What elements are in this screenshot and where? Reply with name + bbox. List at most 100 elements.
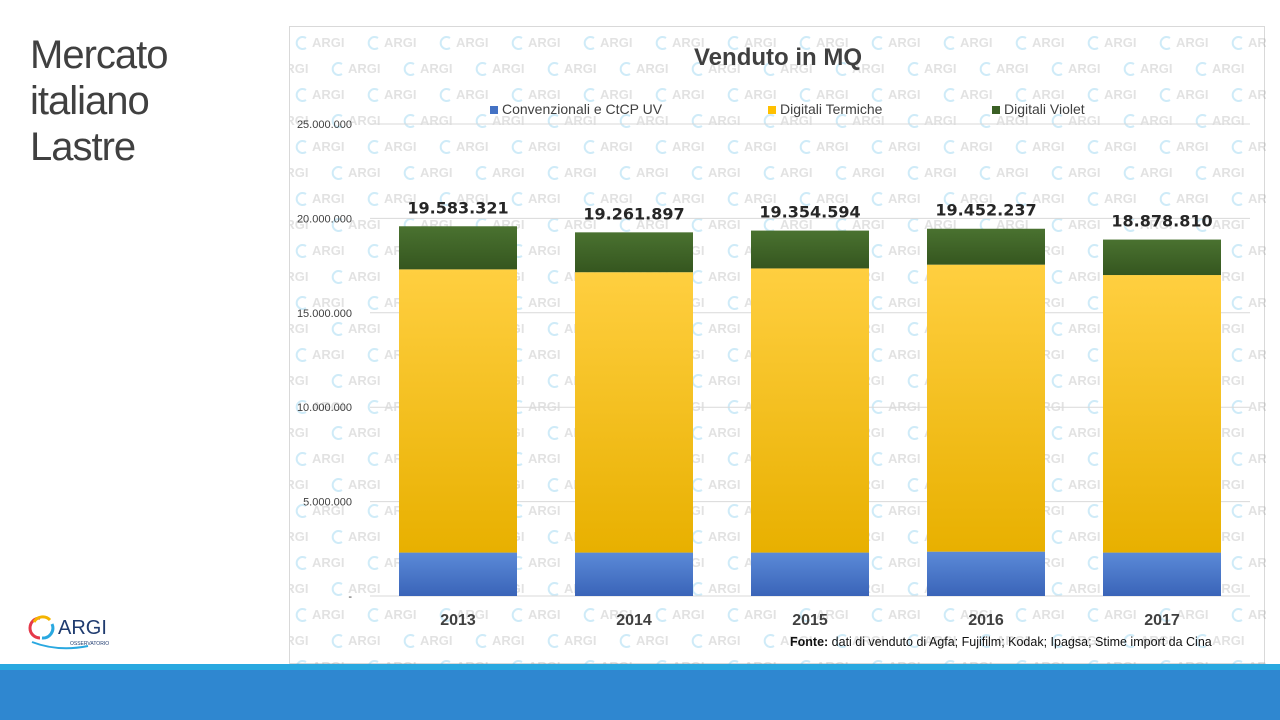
svg-text:ARGI: ARGI — [1248, 295, 1266, 310]
argi-logo: ARGI OSSERVATORIO — [28, 615, 109, 650]
svg-text:ARGI: ARGI — [456, 607, 489, 622]
watermark-mark: ARGI — [1051, 529, 1101, 544]
watermark-mark: ARGI — [1123, 61, 1173, 76]
svg-text:ARGI: ARGI — [888, 295, 921, 310]
svg-text:ARGI: ARGI — [1212, 633, 1245, 648]
svg-text:ARGI: ARGI — [996, 61, 1029, 76]
watermark-mark: ARGI — [943, 191, 993, 206]
svg-text:ARGI: ARGI — [600, 139, 633, 154]
svg-text:ARGI: ARGI — [348, 633, 381, 648]
watermark-mark: ARGI — [439, 191, 489, 206]
watermark-mark: ARGI — [295, 607, 345, 622]
watermark-mark: ARGI — [1087, 87, 1137, 102]
svg-text:ARGI: ARGI — [1248, 139, 1266, 154]
svg-text:ARGI: ARGI — [564, 61, 597, 76]
svg-text:ARGI: ARGI — [888, 87, 921, 102]
svg-text:ARGI: ARGI — [528, 35, 561, 50]
watermark-mark: ARGI — [835, 61, 885, 76]
svg-text:ARGI: ARGI — [348, 269, 381, 284]
watermark-mark: ARGI — [290, 477, 309, 492]
svg-text:ARGI: ARGI — [1140, 61, 1173, 76]
watermark-mark: ARGI — [439, 607, 489, 622]
svg-text:ARGI: ARGI — [312, 659, 345, 665]
svg-text:ARGI: ARGI — [456, 139, 489, 154]
watermark-mark: ARGI — [799, 35, 849, 50]
legend-swatch — [768, 106, 776, 114]
svg-text:ARGI: ARGI — [290, 165, 309, 180]
svg-text:ARGI: ARGI — [1248, 243, 1266, 258]
svg-text:ARGI: ARGI — [384, 35, 417, 50]
svg-text:ARGI: ARGI — [1140, 165, 1173, 180]
svg-text:ARGI: ARGI — [1248, 555, 1266, 570]
bar-total-label: 19.261.897 — [583, 204, 684, 223]
svg-text:ARGI: ARGI — [888, 607, 921, 622]
watermark-mark: ARGI — [907, 165, 957, 180]
svg-text:ARGI: ARGI — [348, 477, 381, 492]
legend-swatch — [992, 106, 1000, 114]
bar-segment — [751, 230, 869, 269]
svg-text:ARGI: ARGI — [1248, 191, 1266, 206]
watermark-mark: ARGI — [1123, 633, 1173, 648]
watermark-mark: ARGI — [439, 139, 489, 154]
watermark-mark: ARGI — [979, 165, 1029, 180]
watermark-mark: ARGI — [583, 139, 633, 154]
legend-label: Digitali Violet — [1004, 101, 1085, 117]
watermark-mark: ARGI — [475, 633, 525, 648]
watermark-mark: ARGI — [511, 35, 561, 50]
watermark-mark: ARGI — [295, 191, 345, 206]
watermark-mark: ARGI — [1051, 633, 1101, 648]
watermark-mark: ARGI — [331, 633, 381, 648]
svg-text:ARGI: ARGI — [528, 399, 561, 414]
watermark-mark: ARGI — [799, 139, 849, 154]
svg-text:ARGI: ARGI — [348, 425, 381, 440]
svg-text:ARGI: ARGI — [456, 35, 489, 50]
legend-entry: Digitali Violet — [992, 101, 1085, 117]
y-tick-label: - — [348, 591, 352, 603]
footer-band — [0, 664, 1280, 720]
svg-text:ARGI: ARGI — [384, 87, 417, 102]
watermark-mark: ARGI — [475, 165, 525, 180]
svg-text:ARGI: ARGI — [852, 61, 885, 76]
svg-text:ARGI: ARGI — [290, 529, 309, 544]
bar-segment — [399, 269, 517, 553]
watermark-mark: ARGI — [1087, 139, 1137, 154]
svg-text:ARGI: ARGI — [312, 87, 345, 102]
svg-text:ARGI: ARGI — [600, 35, 633, 50]
slide-title-line-2: italiano — [30, 79, 150, 123]
svg-text:ARGI: ARGI — [564, 633, 597, 648]
watermark-mark: ARGI — [1159, 191, 1209, 206]
svg-text:ARGI: ARGI — [348, 165, 381, 180]
svg-text:ARGI: ARGI — [888, 191, 921, 206]
watermark-mark: ARGI — [1051, 477, 1101, 492]
svg-text:ARGI: ARGI — [348, 217, 381, 232]
watermark-mark: ARGI — [511, 607, 561, 622]
svg-text:ARGI: ARGI — [924, 217, 957, 232]
watermark-mark: ARGI — [295, 451, 345, 466]
watermark-mark: ARGI — [1231, 139, 1266, 154]
svg-text:ARGI: ARGI — [1068, 165, 1101, 180]
watermark-mark: ARGI — [799, 191, 849, 206]
watermark-mark: ARGI — [691, 217, 741, 232]
svg-text:ARGI: ARGI — [420, 165, 453, 180]
svg-text:ARGI: ARGI — [636, 61, 669, 76]
bar-total-label: 19.583.321 — [407, 198, 508, 217]
watermark-mark: ARGI — [511, 87, 561, 102]
svg-text:ARGI: ARGI — [960, 607, 993, 622]
svg-text:ARGI: ARGI — [924, 61, 957, 76]
stacked-bar-chart: Venduto in MQ Convenzionali e CtCP UV Digi… — [297, 44, 1250, 629]
watermark-mark: ARGI — [331, 321, 381, 336]
svg-text:ARGI: ARGI — [348, 61, 381, 76]
legend-label: Convenzionali e CtCP UV — [502, 101, 663, 117]
watermark-mark: ARGI — [1016, 659, 1065, 665]
watermark-mark: ARGI — [331, 217, 381, 232]
watermark-mark: ARGI — [871, 451, 921, 466]
watermark-mark: ARGI — [656, 659, 705, 665]
svg-text:ARGI: ARGI — [1068, 321, 1101, 336]
watermark-mark: ARGI — [367, 35, 417, 50]
source-text: dati di venduto di Agfa; Fujifilm; Kodak… — [828, 635, 1212, 649]
watermark-mark: ARGI — [871, 191, 921, 206]
svg-text:ARGI: ARGI — [1248, 347, 1266, 362]
svg-text:ARGI: ARGI — [564, 165, 597, 180]
svg-text:ARGI: ARGI — [888, 503, 921, 518]
watermark-mark: ARGI — [290, 113, 309, 128]
